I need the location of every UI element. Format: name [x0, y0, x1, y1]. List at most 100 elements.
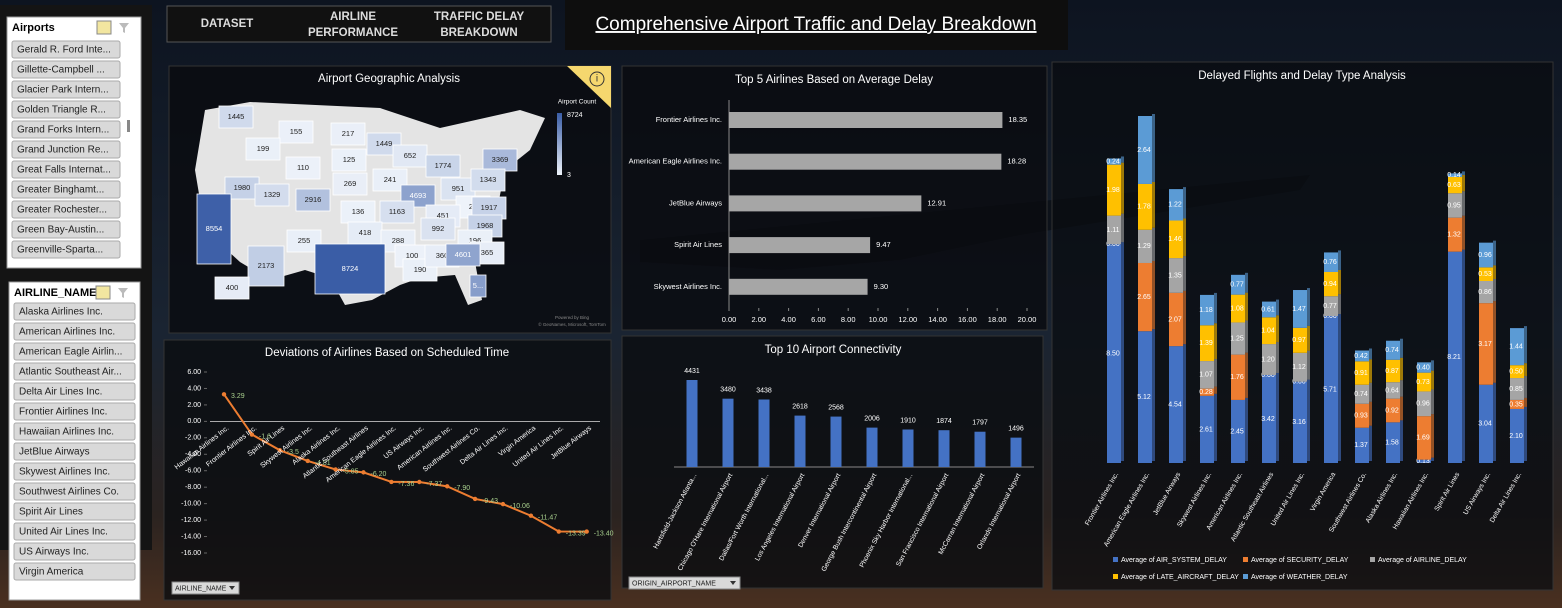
value-label: 1.47	[1292, 306, 1306, 313]
y-tick-label: -6.00	[185, 468, 201, 475]
bar	[729, 195, 922, 212]
bar-segment-side	[1462, 175, 1465, 192]
value-label: 0.97	[1292, 337, 1306, 344]
bar-segment-side	[1369, 359, 1372, 383]
slicer-item[interactable]	[13, 522, 136, 541]
slicer-item[interactable]	[13, 302, 136, 321]
bar-segment	[1386, 382, 1400, 399]
bar-segment	[1200, 361, 1214, 389]
slicer-clear-filter[interactable]	[119, 23, 129, 33]
value-label: 2.45	[1230, 428, 1244, 435]
bar-segment-side	[1276, 299, 1279, 316]
slicer-item[interactable]	[11, 160, 121, 179]
bar-segment-side	[1462, 191, 1465, 216]
bar-segment	[1448, 217, 1462, 252]
slicer-clear-filter[interactable]	[118, 288, 128, 298]
bar-segment	[1107, 158, 1121, 165]
bar-segment	[1169, 292, 1183, 347]
bar-segment	[1231, 354, 1245, 400]
map-region-label: 951	[452, 184, 465, 193]
slicer-item[interactable]	[13, 442, 136, 461]
slicer-item-label: Greenville-Sparta...	[17, 245, 103, 256]
bar-segment	[1355, 403, 1369, 428]
map-region	[330, 122, 366, 146]
info-icon	[589, 71, 605, 87]
bar-segment-side	[1245, 272, 1248, 293]
map-region	[469, 274, 487, 298]
slicer-item[interactable]	[13, 542, 136, 561]
slicer-item[interactable]	[13, 342, 136, 361]
bar-segment	[1107, 244, 1121, 463]
field-button[interactable]	[171, 581, 240, 595]
nav-button[interactable]: DATASET	[201, 18, 254, 30]
slicer-item[interactable]	[11, 200, 121, 219]
slicer-item[interactable]	[11, 140, 121, 159]
value-label: 1.46	[1168, 236, 1182, 243]
value-label: 2618	[792, 403, 808, 410]
y-tick-label: -14.00	[181, 533, 201, 540]
slicer-item[interactable]	[13, 422, 136, 441]
slicer-item[interactable]	[13, 402, 136, 421]
bar-segment	[1417, 391, 1431, 417]
bar-segment	[1293, 327, 1307, 353]
slicer-item-label: Greater Rochester...	[17, 205, 107, 216]
bar-segment-side	[1121, 162, 1124, 214]
nav-button[interactable]: AIRLINE PERFORMANCE	[308, 11, 398, 39]
slicer-multiselect[interactable]	[96, 20, 112, 35]
slicer-item[interactable]	[11, 240, 121, 259]
slicer-item[interactable]	[11, 80, 121, 99]
value-label: 1.58	[1385, 440, 1399, 447]
slicer-item[interactable]	[13, 322, 136, 341]
map-region	[372, 168, 408, 192]
slicer-item[interactable]	[13, 502, 136, 521]
bar-segment-side	[1431, 360, 1434, 371]
x-tick-label: 6.00	[811, 315, 826, 324]
slicer-item[interactable]	[11, 180, 121, 199]
slicer-item[interactable]	[13, 382, 136, 401]
slicer-item[interactable]	[13, 362, 136, 381]
slicer-scrollbar[interactable]	[127, 120, 130, 132]
bar-segment-side	[1307, 325, 1310, 351]
slicer-item-label: Virgin America	[19, 567, 84, 578]
map-region	[379, 200, 415, 224]
slicer-item-label: Greater Binghamt...	[17, 185, 104, 196]
bar	[902, 429, 914, 467]
value-label: 0.77	[1323, 303, 1337, 310]
slicer-item[interactable]	[11, 120, 121, 139]
value-label: 1.29	[1137, 243, 1151, 250]
slicer-item[interactable]	[11, 40, 121, 59]
bar	[729, 237, 871, 254]
slicer-item[interactable]	[13, 482, 136, 501]
bar-segment-side	[1214, 359, 1217, 387]
bar-segment-side	[1214, 292, 1217, 324]
bar	[974, 431, 986, 467]
value-label: -13.40	[594, 530, 614, 537]
slicer-item[interactable]	[11, 100, 121, 119]
field-button[interactable]	[628, 576, 741, 590]
legend-swatch	[1370, 557, 1375, 562]
map-region-label: 2916	[305, 195, 322, 204]
map-region-label: 1968	[477, 221, 494, 230]
bar-segment	[1138, 116, 1152, 184]
bar-segment	[1138, 262, 1152, 332]
bar-segment	[1324, 296, 1338, 317]
value-label: 0.50	[1509, 368, 1523, 375]
slicer-item[interactable]	[13, 562, 136, 581]
nav-button[interactable]: TRAFFIC DELAY BREAKDOWN	[434, 11, 525, 39]
value-label: 1.12	[1292, 364, 1306, 371]
bar-segment	[1479, 242, 1493, 268]
bar-segment-side	[1431, 389, 1434, 415]
line-point	[277, 447, 282, 453]
slicer-multiselect[interactable]	[95, 285, 111, 300]
slicer-item[interactable]	[13, 462, 136, 481]
bar-segment	[1231, 294, 1245, 323]
bar-segment-side	[1400, 396, 1403, 421]
value-label: 8.21	[1447, 354, 1461, 361]
line-point	[556, 529, 561, 534]
slicer-item[interactable]	[11, 220, 121, 239]
map-region-label: 360	[436, 251, 449, 260]
value-label: 3.42	[1261, 416, 1275, 423]
bar-segment-side	[1338, 294, 1341, 315]
slicer-item[interactable]	[11, 60, 121, 79]
legend-label: Average of WEATHER_DELAY	[1251, 574, 1348, 581]
